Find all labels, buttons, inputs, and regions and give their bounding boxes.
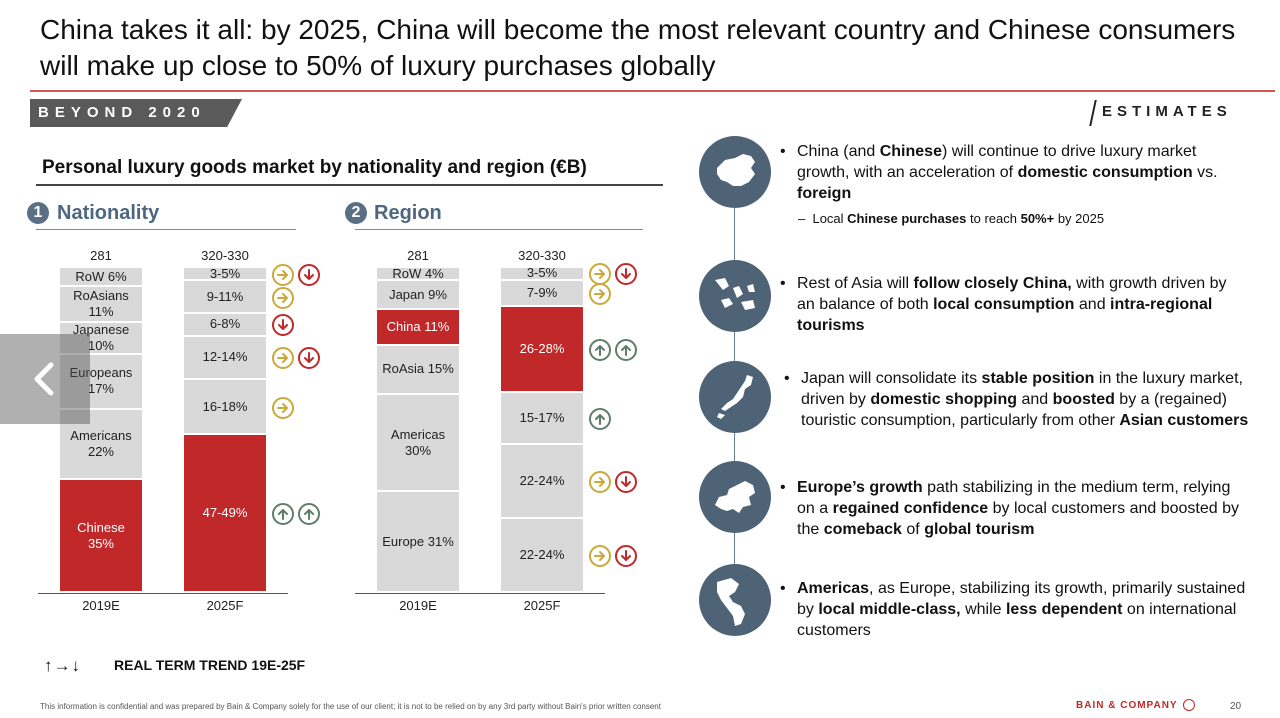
- bar-segment: Europe 31%: [377, 492, 459, 593]
- estimates-slash: [1089, 100, 1097, 126]
- bar-segment: 12-14%: [184, 336, 266, 380]
- bar-segment: RoAsians 11%: [60, 287, 142, 323]
- bar-segment: 22-24%: [501, 518, 583, 593]
- bain-logo: BAIN & COMPANY: [1076, 700, 1178, 711]
- bar-segment: Europeans 17%: [60, 354, 142, 410]
- section-divider-nationality: [36, 229, 296, 230]
- japan-map-icon: [699, 361, 771, 433]
- beyond-banner: [30, 99, 242, 127]
- bar-segment: 7-9%: [501, 280, 583, 307]
- trend-right-arrow-icon: [272, 286, 294, 309]
- bar-segment: 15-17%: [501, 393, 583, 445]
- bar-segment: 3-5%: [184, 266, 266, 282]
- chart-baseline: [38, 593, 288, 594]
- section-title-nationality: Nationality: [57, 202, 160, 224]
- section-divider-region: [355, 229, 643, 230]
- bar-total-label: 320-330: [518, 248, 566, 263]
- bar-category-label: 2025F: [206, 598, 244, 613]
- trend-down-arrow-icon: [615, 470, 637, 493]
- trend-up-arrow-icon: [272, 503, 294, 526]
- trend-up-arrow-icon: [589, 339, 611, 362]
- estimates-label: ESTIMATES: [1102, 103, 1232, 120]
- bain-logo-icon: [1183, 699, 1195, 711]
- bar-category-label: 2025F: [523, 598, 561, 613]
- trend-right-arrow-icon: [272, 396, 294, 419]
- trend-down-arrow-icon: [298, 347, 320, 370]
- stacked-bar-charts: 281 2019E RoW 6% RoAsians 11% Japanese 10% Euro…: [0, 0, 700, 640]
- trend-up-arrow-icon: [615, 339, 637, 362]
- bar-segment: Japanese 10%: [60, 322, 142, 355]
- bar-segment: 16-18%: [184, 379, 266, 436]
- trend-up-arrow-icon: [589, 408, 611, 431]
- bar-total-label: 281: [90, 248, 112, 263]
- sub-bullet-china: – Local Chinese purchases to reach 50%+ …: [798, 211, 1105, 226]
- bar-segment: Americas 30%: [377, 394, 459, 493]
- section-number-nationality: 1: [27, 202, 49, 224]
- confidentiality-note: This information is confidential and was…: [40, 702, 661, 711]
- trend-right-arrow-icon: [272, 263, 294, 286]
- beyond-banner-label: BEYOND 2020: [38, 104, 206, 121]
- bar-segment: 6-8%: [184, 313, 266, 337]
- trend-right-arrow-icon: [589, 282, 611, 305]
- bar-segment: 22-24%: [501, 444, 583, 519]
- trend-arrows-legend-icon: ↑→↓: [44, 656, 81, 675]
- bar-category-label: 2019E: [399, 598, 437, 613]
- bar-segment: 3-5%: [501, 265, 583, 281]
- bar-segment: RoAsia 15%: [377, 346, 459, 395]
- bullet-rest-of-asia: • Rest of Asia will follow closely China,…: [780, 275, 1227, 334]
- trend-down-arrow-icon: [615, 544, 637, 567]
- bullet-europe: • Europe’s growth path stabilizing in the…: [780, 479, 1239, 538]
- section-number-region: 2: [345, 202, 367, 224]
- chart-title-divider: [36, 184, 663, 186]
- trend-right-arrow-icon: [589, 544, 611, 567]
- trend-down-arrow-icon: [298, 263, 320, 286]
- chevron-left-icon: [34, 362, 54, 396]
- bar-segment: RoW 4%: [377, 266, 459, 281]
- section-title-region: Region: [374, 202, 442, 224]
- bullet-china: • China (and Chinese) will continue to dr…: [780, 143, 1218, 202]
- page-number: 20: [1230, 701, 1242, 712]
- back-nav-button[interactable]: [0, 334, 90, 424]
- trend-right-arrow-icon: [272, 347, 294, 370]
- bar-segment: China 11%: [377, 310, 459, 346]
- trend-right-arrow-icon: [589, 470, 611, 493]
- title-divider: [30, 90, 1275, 92]
- chart-title: Personal luxury goods market by national…: [42, 157, 587, 178]
- bar-total-label: 281: [407, 248, 429, 263]
- page-title: China takes it all: by 2025, China will …: [40, 14, 1236, 81]
- trend-down-arrow-icon: [272, 314, 294, 337]
- chart-baseline: [355, 593, 605, 594]
- bar-total-label: 320-330: [201, 248, 249, 263]
- asia-map-icon: [699, 260, 771, 332]
- bar-segment: RoW 6%: [60, 268, 142, 288]
- americas-map-icon: [699, 564, 771, 636]
- china-map-icon: [699, 136, 771, 208]
- europe-map-icon: [699, 461, 771, 533]
- bullet-americas: • Americas, as Europe, stabilizing its gr…: [780, 580, 1246, 639]
- bullet-japan: • Japan will consolidate its stable posit…: [784, 370, 1249, 429]
- trend-legend-label: REAL TERM TREND 19E-25F: [114, 657, 306, 673]
- trend-down-arrow-icon: [615, 263, 637, 286]
- bar-segment: Americans 22%: [60, 409, 142, 481]
- bar-segment: 47-49%: [184, 435, 266, 593]
- bar-segment: 26-28%: [501, 306, 583, 394]
- bar-category-label: 2019E: [82, 598, 120, 613]
- bar-segment: Chinese 35%: [60, 480, 142, 593]
- bar-segment: 9-11%: [184, 281, 266, 314]
- bar-segment: Japan 9%: [377, 281, 459, 311]
- trend-up-arrow-icon: [298, 503, 320, 526]
